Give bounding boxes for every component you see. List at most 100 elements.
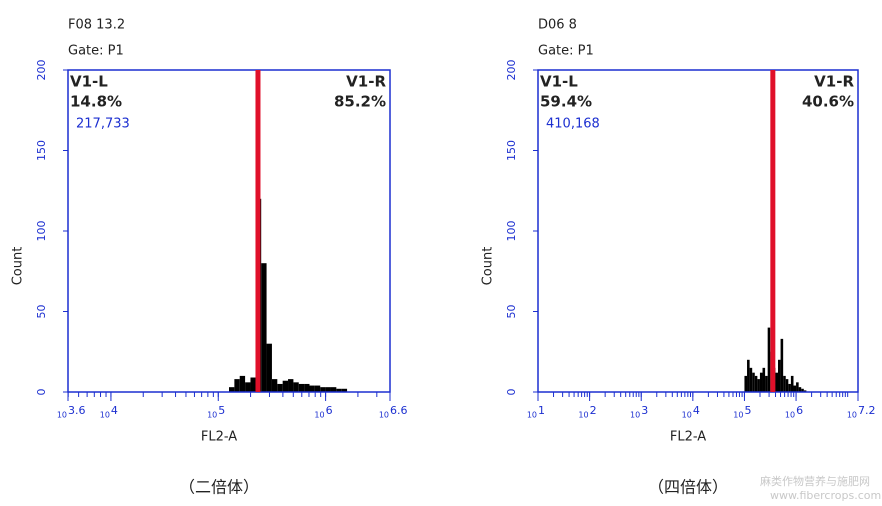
bar	[320, 387, 326, 392]
bar	[744, 375, 748, 392]
x-tick-label: 3.6	[68, 404, 86, 417]
watermark: www.fibercrops.com	[770, 489, 881, 502]
x-tick-label: 5	[218, 404, 225, 417]
bar	[330, 387, 337, 392]
x-axis-label: FL2-A	[670, 430, 706, 445]
x-tick-base: 10	[379, 411, 389, 420]
caption: （二倍体）	[179, 478, 259, 497]
bar	[293, 382, 299, 392]
region-percent: 85.2%	[334, 93, 386, 111]
bar	[783, 375, 786, 392]
bar	[282, 380, 289, 392]
region-percent: 59.4%	[540, 93, 592, 111]
title: D06 8	[538, 18, 577, 33]
x-tick-base: 10	[733, 411, 743, 420]
x-tick-label: 1	[538, 404, 545, 417]
x-tick-label: 4	[111, 404, 118, 417]
y-tick-label: 200	[35, 60, 48, 81]
bar	[749, 367, 753, 392]
x-tick-base: 10	[207, 411, 217, 420]
x-tick-base: 10	[100, 411, 110, 420]
bar	[788, 383, 791, 392]
bar	[271, 379, 278, 392]
bar	[778, 359, 781, 392]
x-tick-label: 4	[693, 404, 700, 417]
region-name: V1-R	[814, 73, 854, 91]
y-axis-label: Count	[11, 247, 26, 286]
bar	[325, 387, 331, 392]
x-tick-base: 10	[630, 411, 640, 420]
bar	[801, 388, 804, 392]
x-tick-base: 10	[57, 411, 67, 420]
bar	[767, 327, 771, 392]
region-name: V1-L	[540, 73, 578, 91]
bar	[298, 383, 305, 392]
y-tick-label: 0	[35, 389, 48, 396]
y-tick-label: 0	[505, 389, 518, 396]
bar	[754, 375, 758, 392]
x-tick-base: 10	[785, 411, 795, 420]
region-events: 217,733	[76, 117, 130, 132]
bar	[757, 379, 760, 392]
x-tick-label: 6	[326, 404, 333, 417]
x-tick-label: 5	[744, 404, 751, 417]
y-axis-label: Count	[481, 247, 496, 286]
bar	[747, 359, 750, 392]
bar	[790, 375, 794, 392]
bar	[796, 382, 799, 392]
x-tick-label: 7.2	[858, 404, 876, 417]
subtitle: Gate: P1	[538, 44, 594, 59]
bar	[250, 377, 256, 392]
x-tick-label: 6	[796, 404, 803, 417]
caption: （四倍体）	[648, 478, 728, 497]
title: F08 13.2	[68, 18, 125, 33]
x-tick-base: 10	[847, 411, 857, 420]
x-tick-label: 3	[641, 404, 648, 417]
x-tick-label: 2	[590, 404, 597, 417]
y-tick-label: 200	[505, 60, 518, 81]
region-name: V1-L	[70, 73, 108, 91]
bar	[245, 382, 251, 392]
y-tick-label: 150	[505, 140, 518, 161]
bar	[785, 379, 789, 392]
bar	[336, 388, 342, 392]
x-tick-base: 10	[527, 411, 537, 420]
x-tick-base: 10	[682, 411, 692, 420]
y-tick-label: 150	[35, 140, 48, 161]
bar	[234, 379, 240, 392]
y-tick-label: 50	[35, 305, 48, 319]
x-tick-base: 10	[578, 411, 588, 420]
y-tick-label: 100	[505, 221, 518, 242]
x-tick-base: 10	[314, 411, 324, 420]
bar	[780, 338, 784, 392]
bar	[798, 387, 802, 392]
bar	[314, 385, 321, 392]
bar	[266, 343, 272, 392]
bar	[239, 375, 246, 392]
bar	[277, 383, 283, 392]
x-tick-label: 6.6	[390, 404, 408, 417]
y-tick-label: 50	[505, 305, 518, 319]
bar	[803, 390, 807, 392]
bar	[793, 385, 797, 392]
bar	[309, 385, 315, 392]
bar	[288, 379, 294, 392]
y-tick-label: 100	[35, 221, 48, 242]
bar	[775, 372, 778, 392]
subtitle: Gate: P1	[68, 44, 124, 59]
bar	[762, 367, 766, 392]
bar	[261, 263, 267, 392]
x-axis-label: FL2-A	[201, 430, 237, 445]
bar	[304, 383, 310, 392]
region-percent: 40.6%	[802, 93, 854, 111]
watermark: 麻类作物营养与施肥网	[760, 474, 870, 488]
bar	[765, 375, 768, 392]
region-percent: 14.8%	[70, 93, 122, 111]
bar	[752, 372, 755, 392]
region-events: 410,168	[546, 117, 600, 132]
bar	[759, 372, 763, 392]
bar	[229, 387, 235, 392]
bar	[341, 388, 348, 392]
region-name: V1-R	[346, 73, 386, 91]
